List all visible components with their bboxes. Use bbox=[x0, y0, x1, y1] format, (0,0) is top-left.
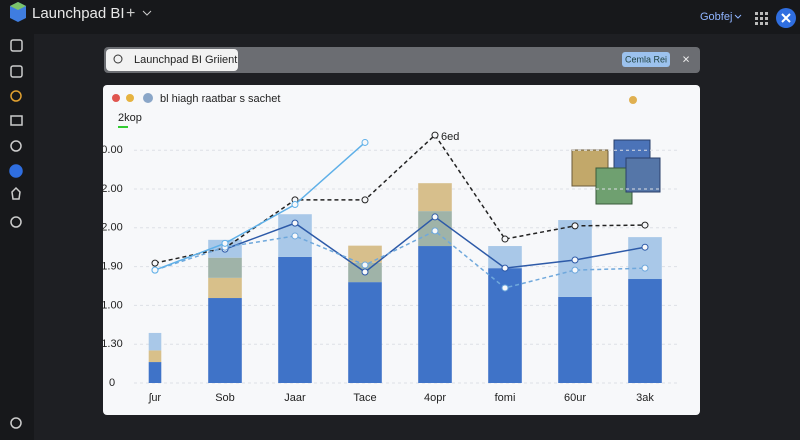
line-point bbox=[361, 261, 369, 269]
bar-segment bbox=[628, 237, 662, 280]
chart-title: bl hiagh raatbar s sachet bbox=[160, 93, 280, 105]
y-tick-label: 2.00 bbox=[101, 222, 122, 234]
y-tick-label: 0 bbox=[109, 377, 115, 389]
x-tick-label: ʃur bbox=[148, 392, 162, 404]
menu-caret[interactable] bbox=[142, 10, 152, 16]
y-tick-label: 2.00 bbox=[101, 183, 122, 195]
y-tick-label: 1.90 bbox=[101, 261, 122, 273]
chart-window bbox=[103, 85, 700, 415]
line-point bbox=[291, 232, 299, 240]
bar-segment bbox=[278, 256, 312, 383]
user-caret[interactable] bbox=[734, 14, 742, 19]
y-axis-label: 2kop bbox=[118, 112, 142, 124]
search-clear[interactable]: × bbox=[682, 51, 690, 66]
line-point bbox=[291, 219, 299, 227]
bar-segment bbox=[418, 183, 452, 212]
bar-segment bbox=[208, 277, 242, 299]
bar-segment bbox=[418, 246, 452, 383]
line-point bbox=[641, 243, 649, 251]
sidebar bbox=[0, 34, 34, 440]
top-bar bbox=[0, 0, 800, 34]
x-tick-label: 4opr bbox=[424, 392, 446, 404]
x-tick-label: Sob bbox=[215, 392, 235, 404]
line-point bbox=[571, 266, 579, 274]
search-bar[interactable] bbox=[104, 47, 700, 73]
search-field[interactable] bbox=[106, 49, 238, 71]
bar-segment bbox=[148, 362, 162, 383]
bar-segment bbox=[628, 279, 662, 383]
search-text: Launchpad BI Griient bbox=[134, 54, 237, 66]
line-point bbox=[151, 259, 159, 267]
line-point bbox=[431, 227, 439, 235]
user-menu[interactable]: Gobfej bbox=[700, 11, 732, 23]
line-point bbox=[361, 196, 369, 204]
window-dot bbox=[629, 96, 637, 104]
x-tick-label: fomi bbox=[495, 392, 516, 404]
window-close[interactable] bbox=[112, 94, 120, 102]
line-series bbox=[154, 141, 366, 271]
search-icon bbox=[113, 54, 123, 64]
line-series bbox=[154, 230, 646, 289]
line-point bbox=[151, 266, 159, 274]
line-point bbox=[571, 222, 579, 230]
x-tick-label: Tace bbox=[353, 392, 376, 404]
line-point bbox=[571, 256, 579, 264]
line-point bbox=[431, 131, 439, 139]
annotation: 6ed bbox=[441, 131, 459, 143]
bar-segment bbox=[208, 257, 242, 278]
search-tag-text: Cemla Rei bbox=[625, 54, 667, 64]
chart-icon bbox=[143, 93, 153, 103]
bar-segment bbox=[148, 332, 162, 351]
line-point bbox=[361, 138, 369, 146]
bar-segment bbox=[208, 298, 242, 383]
y-tick-label: 0.00 bbox=[101, 144, 122, 156]
x-tick-label: Jaar bbox=[284, 392, 306, 404]
line-series bbox=[154, 133, 646, 264]
line-point bbox=[221, 239, 229, 247]
bar-segment bbox=[348, 245, 382, 263]
y-tick-label: 1.00 bbox=[101, 299, 122, 311]
logo-top bbox=[10, 2, 26, 10]
close-icon bbox=[781, 13, 791, 23]
y-tick-label: 1.30 bbox=[101, 338, 122, 350]
x-tick-label: 3ak bbox=[636, 392, 654, 404]
line-point bbox=[361, 268, 369, 276]
line-point bbox=[431, 213, 439, 221]
bar-segment bbox=[348, 282, 382, 383]
bar-segment bbox=[558, 296, 592, 383]
line-point bbox=[501, 264, 509, 272]
bar-segment bbox=[148, 350, 162, 363]
line-point bbox=[641, 221, 649, 229]
new-tab[interactable]: + bbox=[126, 5, 135, 22]
sidebar-icons[interactable] bbox=[9, 39, 23, 429]
x-tick-label: 60ur bbox=[564, 392, 586, 404]
apps-grid[interactable] bbox=[755, 12, 768, 25]
line-point bbox=[501, 235, 509, 243]
app-name: Launchpad BI bbox=[32, 5, 125, 22]
cubes-illustration bbox=[571, 139, 661, 205]
line-point bbox=[641, 264, 649, 272]
window-min[interactable] bbox=[126, 94, 134, 102]
search-tag[interactable] bbox=[622, 52, 670, 67]
line-point bbox=[291, 201, 299, 209]
line-point bbox=[501, 284, 509, 292]
